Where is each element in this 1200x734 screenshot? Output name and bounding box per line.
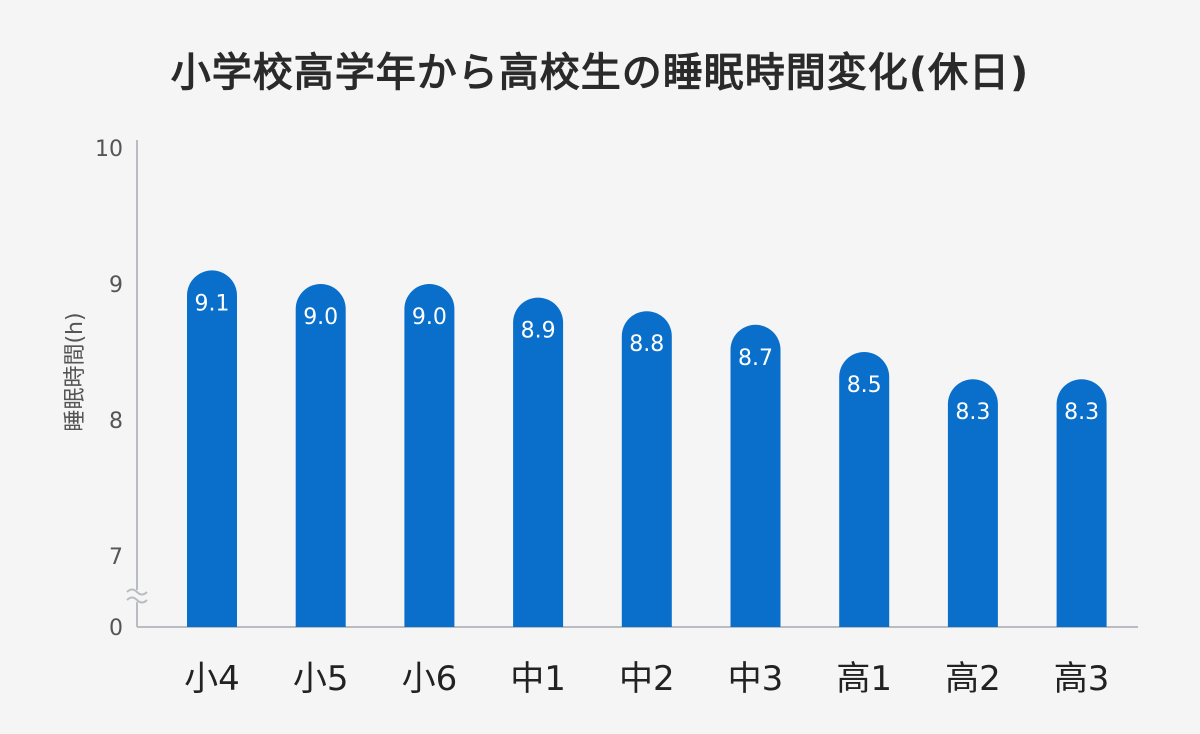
y-tick-label: 0 [109,616,123,641]
bar [187,270,237,627]
bar-value-label: 9.0 [412,305,447,330]
x-category-label: 小6 [402,659,458,699]
y-tick-label: 10 [95,137,123,162]
bar-value-label: 8.7 [738,346,773,371]
axis-break-gap [127,590,147,602]
y-axis-label: 睡眠時間(h) [63,312,88,431]
y-tick-label: 8 [109,409,123,434]
bar-value-label: 8.9 [521,319,556,344]
x-category-label: 小5 [293,659,349,699]
x-category-label: 小4 [184,659,240,699]
bar [730,324,781,627]
bar [404,284,455,627]
axis-break-mark [126,588,148,596]
x-category-label: 中2 [619,659,675,699]
bar [621,311,672,627]
x-category-label: 高2 [945,659,1001,699]
x-category-label: 高3 [1054,659,1110,699]
bar-value-label: 8.3 [1064,400,1099,425]
x-category-label: 中3 [728,659,784,699]
y-tick-label: 9 [109,273,123,298]
bar [295,284,346,627]
axis-break-mark [126,596,148,604]
bar-value-label: 9.0 [303,305,338,330]
chart-title: 小学校高学年から高校生の睡眠時間変化(休日) [170,50,1030,96]
bar-value-label: 8.3 [955,400,990,425]
bar [1056,379,1107,627]
bar-value-label: 8.8 [629,332,664,357]
bar [947,379,998,627]
x-category-label: 高1 [836,659,892,699]
y-tick-label: 7 [109,545,123,570]
x-category-label: 中1 [510,659,566,699]
bar-value-label: 9.1 [195,291,230,316]
bar-value-label: 8.5 [847,373,882,398]
bar [513,297,564,627]
bar [839,352,890,627]
